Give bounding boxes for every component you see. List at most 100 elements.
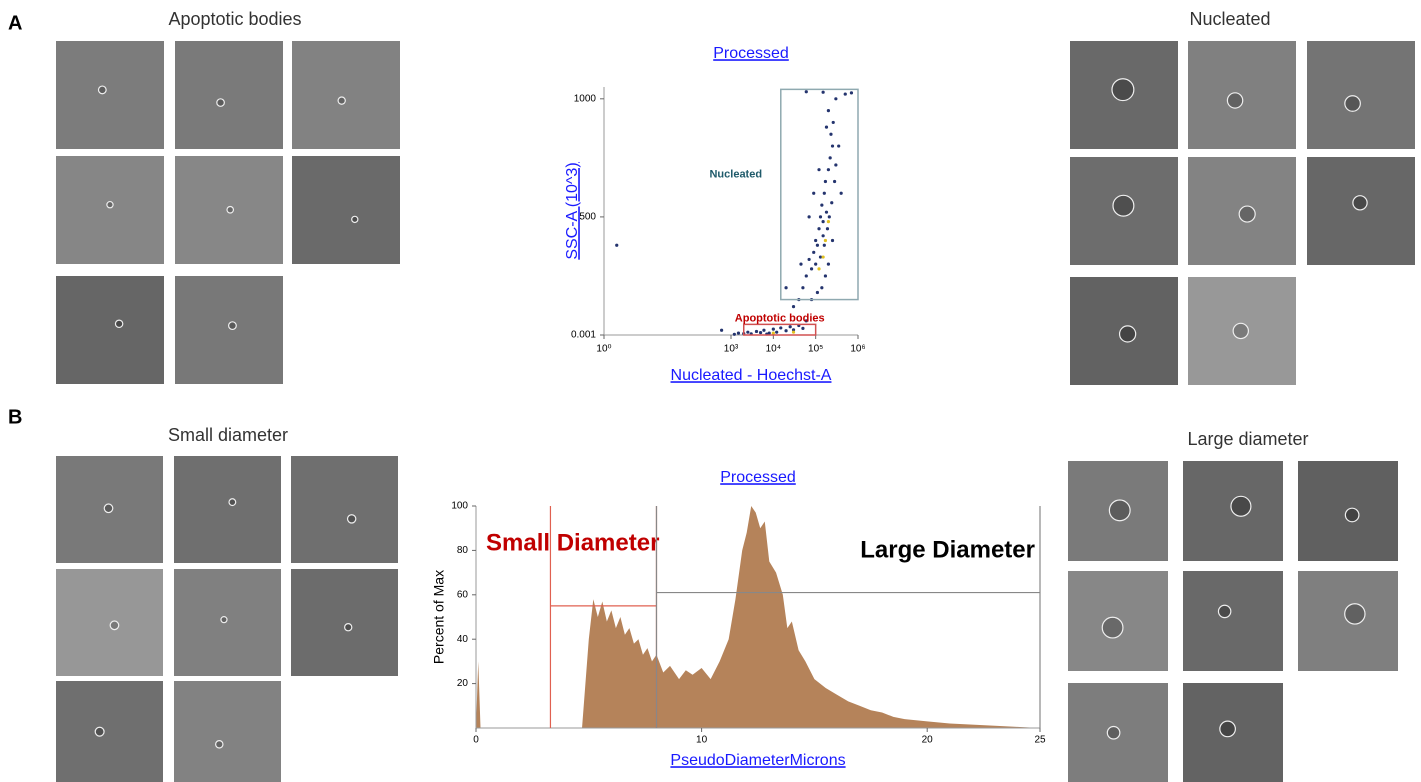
point	[814, 262, 818, 266]
point	[820, 286, 824, 290]
x-tick-label: 10⁵	[808, 344, 823, 355]
point	[822, 243, 826, 247]
point	[762, 328, 766, 332]
group-title: Apoptotic bodies	[168, 9, 301, 29]
cell-image	[175, 41, 283, 149]
point	[784, 329, 788, 333]
cell	[1230, 495, 1252, 517]
cell-image	[291, 569, 398, 676]
point	[801, 326, 805, 330]
cell-image	[1183, 571, 1283, 671]
point	[817, 168, 821, 172]
point	[818, 255, 823, 259]
x-axis-label: Nucleated - Hoechst-A	[671, 367, 832, 384]
point	[720, 328, 724, 332]
cell	[1111, 78, 1135, 102]
point	[791, 305, 796, 309]
cell	[94, 726, 105, 737]
point	[820, 203, 824, 207]
point	[779, 326, 783, 330]
cell	[1344, 603, 1366, 625]
point	[825, 227, 830, 231]
gate	[780, 88, 859, 301]
x-tick-label: 10³	[724, 344, 739, 355]
y-axis-label: Percent of Max	[431, 570, 447, 664]
point	[843, 92, 847, 96]
point	[771, 327, 775, 331]
y-tick-label: 20	[457, 678, 469, 689]
point	[804, 274, 808, 278]
point	[822, 191, 826, 195]
point	[814, 238, 818, 243]
cell	[228, 498, 237, 507]
y-axis-label: SSC-A (10^3)	[564, 162, 581, 259]
point	[823, 238, 828, 243]
point	[809, 267, 814, 271]
cell	[1108, 499, 1131, 522]
gate-label: Small Diameter	[486, 529, 659, 556]
cell	[1118, 325, 1137, 343]
cell	[228, 321, 237, 331]
point	[801, 286, 805, 290]
group-title: Nucleated	[1189, 9, 1270, 29]
point	[826, 262, 831, 266]
point	[826, 220, 831, 224]
y-tick-label: 1000	[574, 93, 597, 104]
point	[815, 243, 820, 247]
point	[807, 257, 811, 262]
y-tick-label: 500	[579, 212, 596, 223]
cell-image	[56, 569, 163, 676]
point	[826, 109, 831, 113]
cell	[106, 200, 114, 209]
cell	[226, 205, 235, 214]
y-tick-label: 60	[457, 589, 469, 600]
cell	[1112, 194, 1135, 217]
cell-image	[56, 41, 164, 149]
point	[746, 330, 750, 334]
point	[829, 132, 833, 136]
cell	[97, 85, 107, 95]
point	[834, 97, 838, 101]
point	[830, 201, 834, 205]
cell	[346, 514, 357, 524]
cell	[351, 215, 359, 224]
point	[771, 331, 775, 335]
point	[775, 330, 779, 334]
cell	[1101, 616, 1124, 639]
cell	[1226, 92, 1244, 109]
x-tick-label: 10⁰	[596, 344, 611, 355]
point	[817, 267, 821, 271]
point	[821, 255, 825, 259]
point	[830, 144, 835, 148]
x-tick-label: 10	[696, 735, 708, 746]
x-tick-label: 0	[473, 735, 479, 746]
point	[837, 144, 841, 148]
cell	[109, 620, 120, 631]
cell	[114, 319, 124, 329]
point	[767, 331, 771, 335]
cell-image	[292, 41, 400, 149]
point	[791, 328, 796, 332]
x-tick-label: 10⁶	[850, 344, 865, 355]
cell	[220, 616, 228, 624]
point	[754, 329, 759, 334]
y-tick-label: 0.001	[571, 330, 596, 341]
cell-image	[56, 276, 164, 384]
gate-label: Nucleated	[709, 168, 762, 180]
cell-image	[1307, 157, 1415, 265]
point	[817, 227, 821, 231]
point	[812, 250, 816, 254]
cell-image	[291, 456, 398, 563]
group-title: Large diameter	[1187, 429, 1308, 449]
cell	[1352, 195, 1368, 211]
cell	[215, 740, 224, 749]
y-tick-label: 80	[457, 545, 469, 556]
cell-image	[174, 569, 281, 676]
group-title: Small diameter	[168, 425, 288, 445]
point	[832, 179, 837, 184]
y-tick-label: 40	[457, 634, 469, 645]
point	[799, 262, 803, 266]
point	[784, 286, 788, 290]
point	[823, 274, 828, 278]
